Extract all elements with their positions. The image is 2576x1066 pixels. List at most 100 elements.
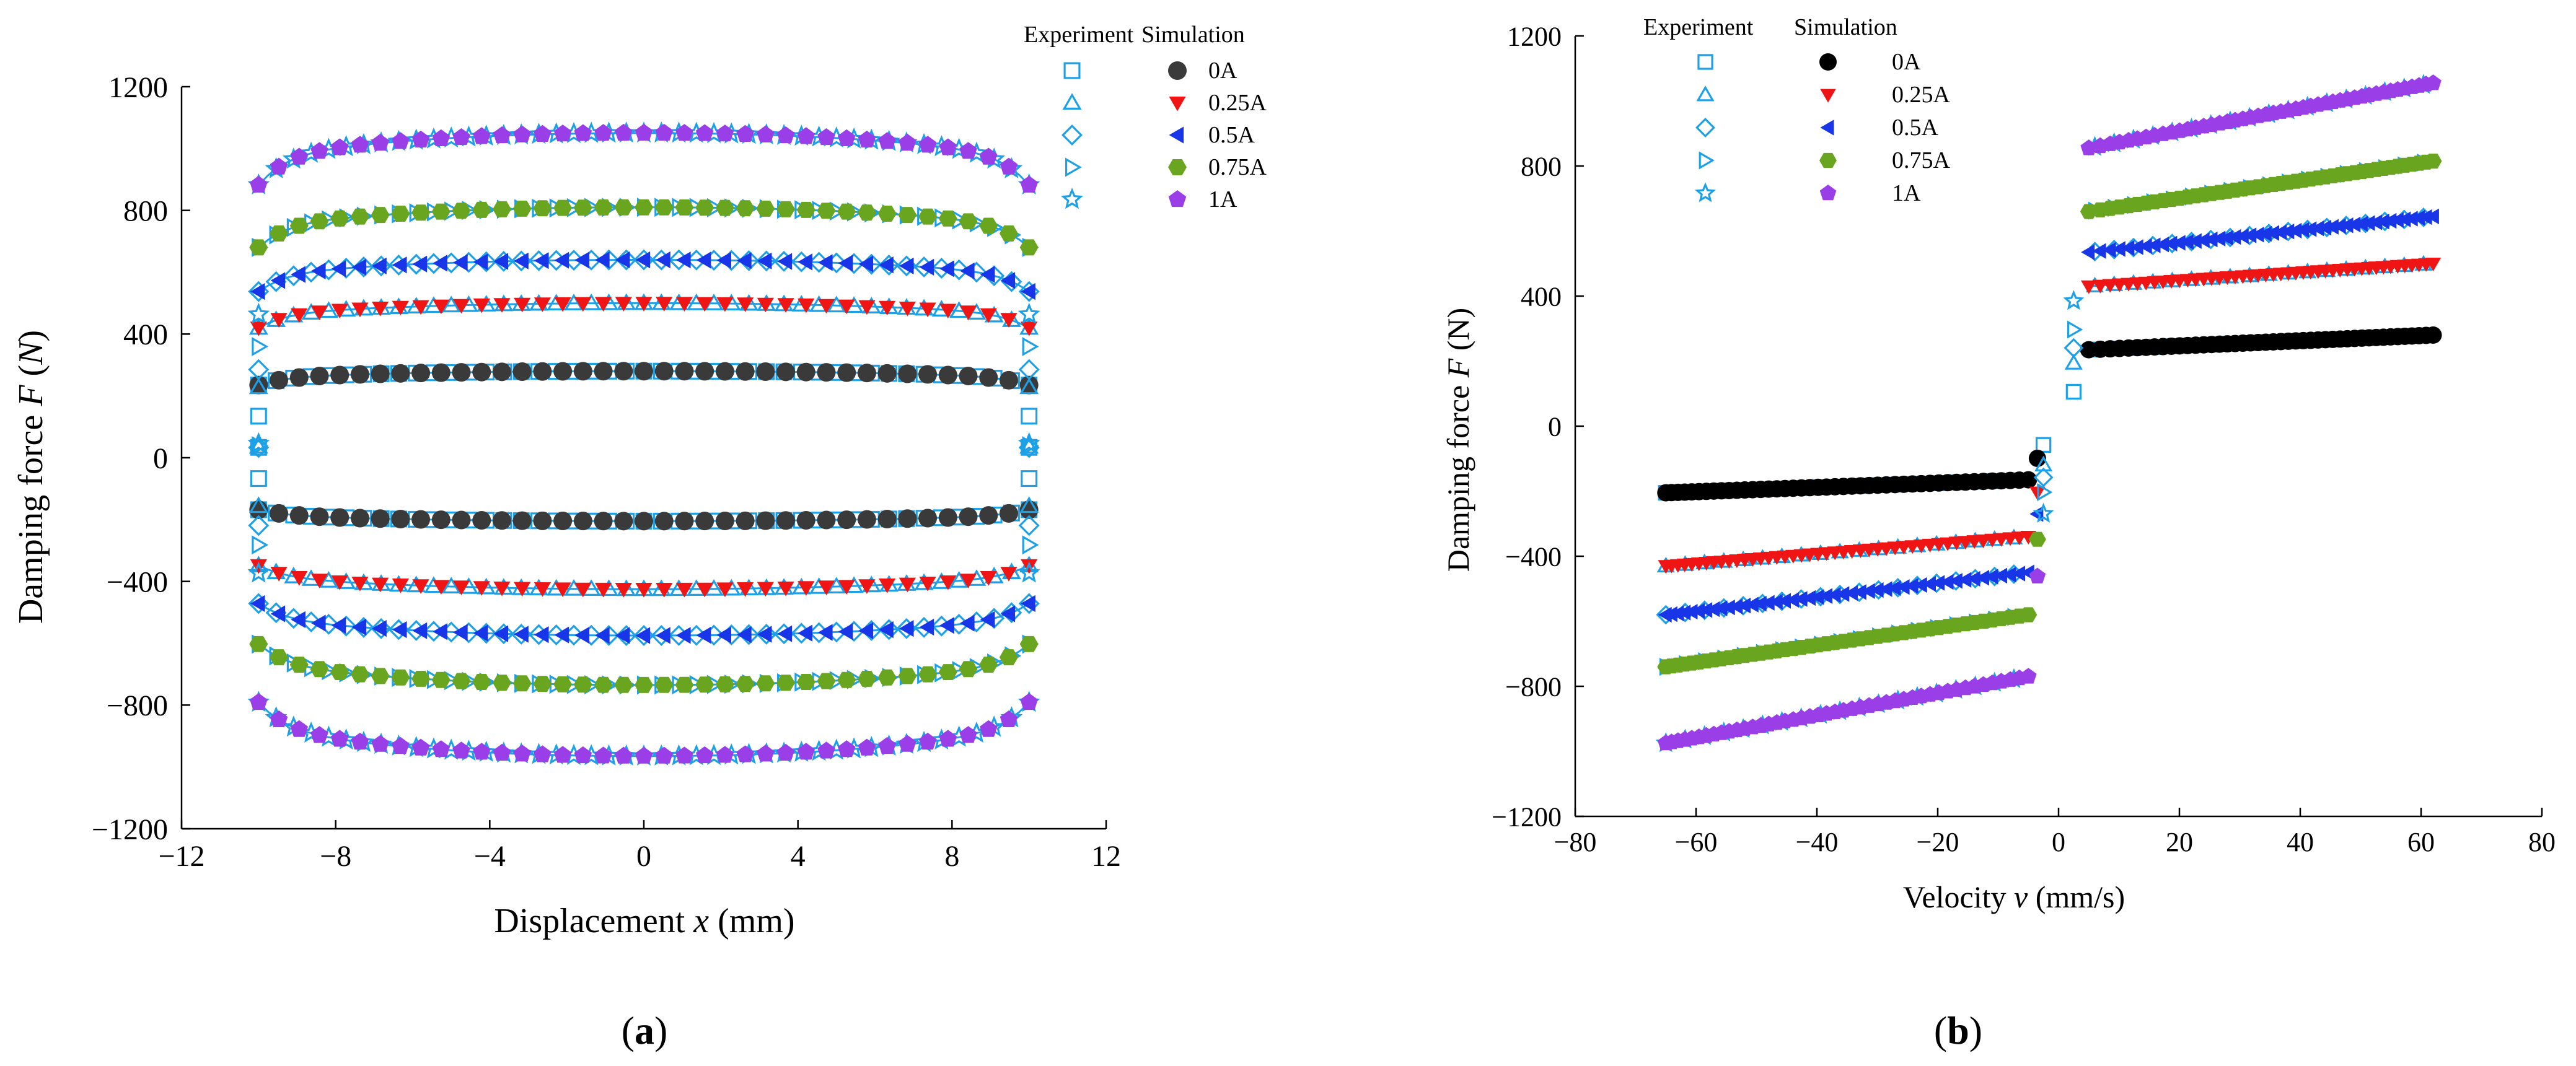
chart-a-sim-point-1A — [452, 128, 470, 146]
chart-b-sim-point-0.5A — [1810, 589, 1824, 605]
chart-b-sim-point-0.25A — [2081, 280, 2097, 294]
chart-a-sim-point-1A — [1000, 710, 1018, 727]
chart-a-sim-point-0.25A — [574, 582, 592, 598]
chart-a-sim-point-0.25A — [594, 582, 612, 598]
chart-a-sim-point-1A — [675, 124, 693, 141]
chart-a-sim-point-0A — [553, 362, 573, 381]
chart-a-sim-point-0.25A — [615, 297, 632, 312]
chart-b-legend-sim-marker — [1820, 89, 1836, 103]
chart-a-sim-point-0.5A — [980, 266, 995, 283]
chart-a-exp-point-0A — [250, 470, 267, 487]
chart-a-sim-point-0.25A — [452, 580, 470, 595]
chart-a-sim-point-0.25A — [858, 579, 876, 594]
chart-a-sim-point-0.75A — [371, 668, 390, 684]
chart-b-sim-point-0.75A — [2424, 154, 2442, 169]
chart-a-sim-point-0.5A — [1021, 283, 1035, 300]
chart-a-sim-point-0.75A — [391, 669, 410, 686]
chart-a-sim-point-0.75A — [289, 217, 309, 234]
chart-a-sim-point-1A — [553, 125, 572, 142]
chart-a-sim-point-0.5A — [514, 626, 529, 643]
chart-a-sim-point-0.25A — [310, 574, 328, 588]
chart-b-sim-point-0.5A — [2243, 227, 2257, 243]
chart-a-sim-point-0.75A — [411, 204, 431, 221]
chart-a-xtick-label: −4 — [474, 840, 506, 873]
chart-a-sim-point-0.25A — [554, 582, 571, 597]
chart-a-sim-point-0.25A — [574, 297, 592, 312]
chart-a-sim-point-0.75A — [330, 210, 349, 227]
chart-a-sim-point-0.5A — [737, 626, 752, 644]
chart-b-sim-point-0.5A — [2310, 220, 2324, 237]
chart-a-exp-point-0.75A — [252, 535, 269, 555]
chart-a-sim-point-0.75A — [715, 676, 734, 692]
chart-a-sim-point-0A — [695, 362, 714, 381]
chart-b-xtick-label: −20 — [1917, 827, 1959, 857]
chart-a-sim-point-0.75A — [594, 676, 613, 693]
chart-a-exp-point-0.25A — [827, 577, 846, 594]
chart-a-ytick-label: 0 — [153, 442, 168, 475]
chart-a-sim-point-0A — [431, 363, 451, 382]
chart-a-sim-point-0.75A — [512, 200, 532, 217]
chart-a-sim-point-0.5A — [615, 627, 630, 644]
chart-b-sim-point-0.5A — [2266, 225, 2279, 241]
chart-a-legend-header-simulation: Simulation — [1141, 22, 1245, 48]
chart-a-sim-point-0.25A — [534, 582, 551, 597]
chart-b-marks — [1655, 74, 2442, 753]
chart-a-sim-point-1A — [776, 743, 795, 761]
chart-a-sim-point-0.75A — [350, 208, 369, 225]
chart-a-sim-point-1A — [574, 124, 592, 141]
chart-a-sim-point-0.5A — [798, 624, 812, 642]
chart-b-sim-point-0.5A — [2339, 217, 2354, 234]
chart-b-ytick-label: 0 — [1548, 411, 1562, 442]
chart-a-sim-point-0.75A — [736, 676, 755, 692]
chart-b-sim-point-0.5A — [1993, 567, 2007, 584]
chart-a-sim-point-0.75A — [776, 675, 795, 691]
chart-a-axes — [180, 85, 1107, 830]
chart-b-sim-point-0.5A — [2219, 230, 2233, 246]
chart-a-sim-point-0.25A — [757, 582, 774, 597]
chart-a-sim-point-0A — [289, 506, 309, 525]
chart-a-sim-point-0A — [817, 363, 836, 382]
chart-a-sim-point-0.75A — [249, 239, 268, 256]
chart-a-marks — [247, 121, 1040, 766]
chart-a-sim-point-1A — [858, 738, 876, 756]
chart-a-exp-point-0.75A — [1022, 337, 1039, 356]
chart-a-sim-point-1A — [1020, 175, 1038, 193]
chart-a-sim-point-0.25A — [656, 297, 673, 312]
chart-b-sim-point-0.5A — [1904, 578, 1919, 594]
chart-a-sim-point-0.25A — [635, 297, 653, 312]
chart-a-exp-point-0.5A — [371, 618, 392, 639]
chart-a-legend-sim-marker — [1168, 159, 1187, 175]
chart-a-xtick-label: 12 — [1091, 840, 1121, 873]
chart-a-sim-point-1A — [351, 136, 369, 153]
chart-b-xtick-label: 20 — [2166, 827, 2193, 857]
chart-a-sim-point-0.25A — [656, 583, 673, 598]
chart-b-legend-exp-marker — [1695, 118, 1715, 138]
chart-a-sim-point-0.5A — [1000, 605, 1016, 623]
chart-a-ytick-label: −800 — [107, 689, 168, 722]
chart-a-sim-point-0.75A — [512, 675, 532, 692]
chart-a-sim-point-1A — [553, 746, 572, 763]
chart-a-legend-sim-marker — [1168, 61, 1187, 80]
chart-a-sim-point-0.75A — [573, 676, 592, 693]
chart-a-sim-point-0A — [675, 362, 694, 381]
chart-a-sim-point-0A — [350, 365, 369, 384]
chart-a-sim-point-0.25A — [351, 302, 369, 318]
chart-b-sim-point-0.5A — [2383, 212, 2397, 229]
chart-a-ytick-label: 1200 — [108, 71, 168, 104]
chart-a-exp-point-0.25A — [1019, 377, 1039, 395]
chart-a-exp-point-0.5A — [1018, 359, 1040, 380]
chart-b-sim-point-0.5A — [2250, 227, 2264, 243]
chart-a-sim-point-0.25A — [1021, 321, 1038, 336]
chart-b-sim-point-0.5A — [1761, 595, 1775, 611]
chart-a-sim-point-0A — [512, 362, 532, 382]
chart-a-sim-point-0A — [391, 364, 410, 383]
chart-a-sim-point-1A — [411, 738, 430, 756]
chart-a-sim-point-0.5A — [331, 260, 346, 277]
chart-b-exp-point-1A — [2033, 502, 2054, 523]
chart-b-sim-point-0.5A — [1670, 605, 1684, 621]
chart-a-sim-point-0.25A — [452, 299, 470, 314]
chart-b-exp-point-0A — [2035, 437, 2052, 453]
chart-a-sim-point-0A — [796, 362, 815, 382]
chart-a-sim-point-0.75A — [1019, 636, 1039, 652]
chart-b-legend-exp-marker — [1699, 151, 1715, 170]
